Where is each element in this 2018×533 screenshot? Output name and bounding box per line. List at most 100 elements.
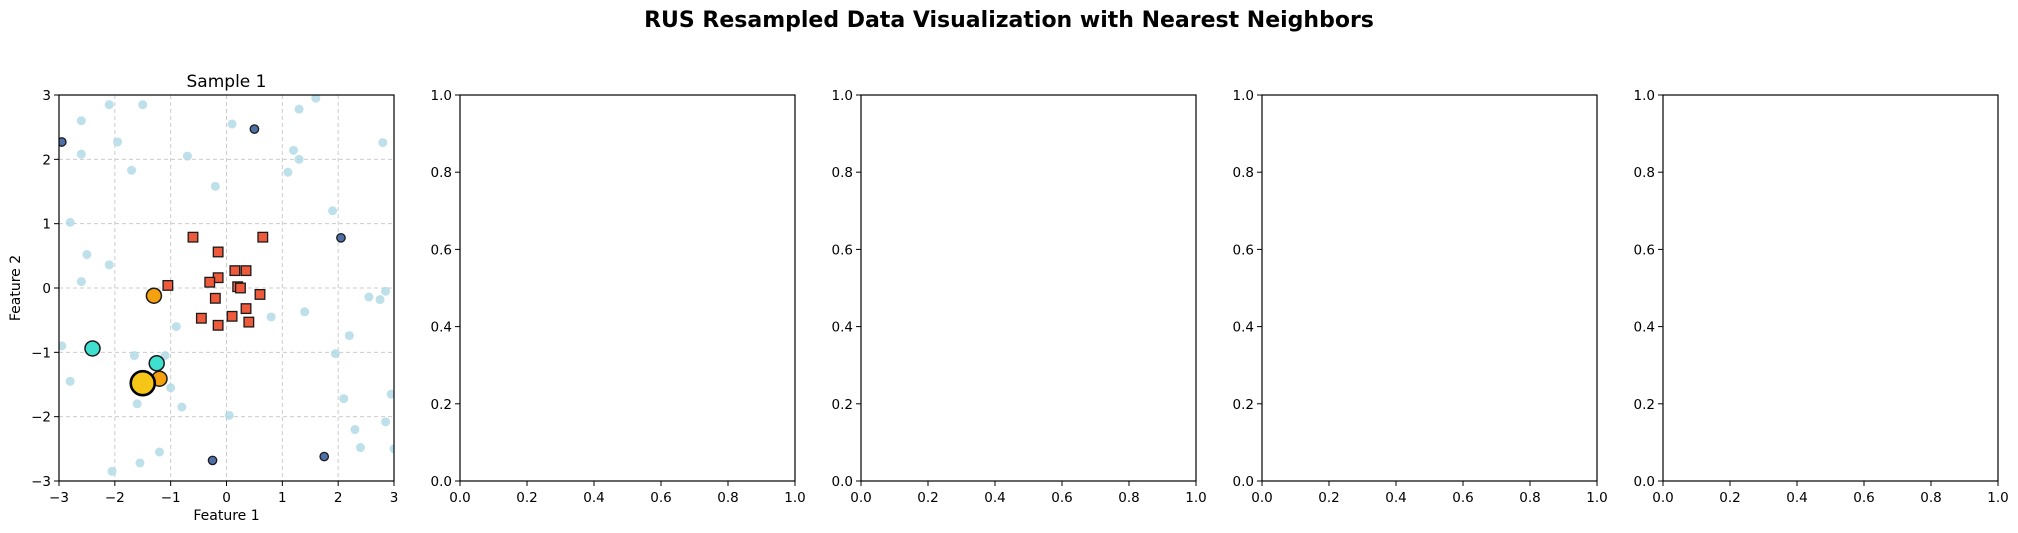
x-tick-label: 2: [334, 490, 343, 506]
minority-point: [254, 288, 266, 300]
highlight-point: [84, 340, 101, 357]
background-point: [381, 417, 391, 427]
minority-point: [212, 246, 224, 258]
figure-title: RUS Resampled Data Visualization with Ne…: [644, 8, 1374, 33]
y-tick-label: 1: [42, 217, 51, 233]
y-tick-label: 1.0: [1634, 88, 1655, 104]
minority-point: [229, 265, 241, 277]
neighbors-point: [145, 287, 163, 304]
background-point: [76, 149, 86, 159]
background-point: [381, 286, 391, 296]
background-point: [138, 100, 148, 110]
x-tick-label: 0.0: [1652, 490, 1673, 506]
subplot-grid: −3 −2 −1 0 1 2 3 −3 −2 −1 0 1 2 3 Sample 1 Feature 1 Fea…: [8, 72, 2009, 524]
background-point: [344, 331, 354, 341]
background-point: [227, 119, 237, 129]
background-point: [330, 349, 340, 359]
background-point: [266, 312, 276, 322]
background-point: [177, 402, 187, 412]
x-tick-label: 0.2: [1719, 490, 1740, 506]
x-tick-label: 0: [222, 490, 231, 506]
minority-point: [209, 292, 221, 304]
x-tick-label: −1: [161, 490, 181, 506]
background-point: [294, 154, 304, 164]
minority-point: [212, 319, 224, 331]
background-point: [132, 399, 142, 409]
background-point: [127, 165, 137, 175]
y-tick-label: 0.2: [431, 397, 452, 413]
y-tick-label: 0.0: [431, 474, 452, 490]
minority-point: [240, 265, 252, 277]
subplot-2: 0.0 0.2 0.4 0.6 0.8 1.0 0.0 0.2 0.4 0.6 0.8 1.0: [431, 88, 806, 506]
x-tick-label: 0.2: [917, 490, 938, 506]
background-point: [210, 181, 220, 191]
background-point: [166, 383, 176, 393]
axes-frame: [860, 94, 1197, 482]
y-tick-label: 0.6: [1634, 242, 1655, 258]
y-tick-label: 0.8: [1233, 165, 1254, 181]
x-tick-label: 1.0: [1586, 490, 1607, 506]
y-tick-label: 3: [42, 88, 51, 104]
grid-lines: [59, 95, 394, 481]
y-tick-label: 0.6: [431, 242, 452, 258]
x-tick-label: 0.6: [1853, 490, 1874, 506]
subplot-title: Sample 1: [187, 72, 267, 92]
background-point: [129, 351, 139, 361]
x-tick-label: 0.8: [1118, 490, 1139, 506]
background-point: [155, 447, 164, 457]
minority-point: [187, 231, 199, 243]
x-tick-label: 0.6: [1051, 490, 1072, 506]
background-point: [356, 443, 365, 453]
minority-point: [226, 310, 238, 322]
background-point: [300, 307, 310, 317]
y-tick-label: 0.4: [1634, 320, 1655, 336]
background-point: [82, 250, 92, 260]
x-tick-label: 0.0: [1251, 490, 1272, 506]
x-tick-label: 0.2: [1318, 490, 1339, 506]
x-tick-label: 1: [278, 490, 287, 506]
subplot-3: 0.0 0.2 0.4 0.6 0.8 1.0 0.0 0.2 0.4 0.6 0.8 1.0: [832, 88, 1207, 506]
x-tick-label: 0.2: [516, 490, 537, 506]
y-tick-label: 1.0: [431, 88, 452, 104]
background-point: [364, 292, 374, 302]
y-axis-label: Feature 2: [8, 255, 24, 321]
minority-point: [243, 316, 255, 328]
y-tick-label: 0: [42, 281, 51, 297]
background-point: [375, 295, 385, 305]
majority-point: [59, 137, 67, 147]
background-point: [76, 116, 86, 126]
background-point: [389, 444, 394, 454]
x-tick-label: 0.8: [1519, 490, 1540, 506]
x-tick-label: 1.0: [784, 490, 805, 506]
x-tick-label: 0.4: [984, 490, 1005, 506]
y-tick-label: 0.6: [832, 242, 853, 258]
y-tick-label: −1: [31, 345, 51, 361]
background-point: [65, 217, 75, 227]
background-point: [311, 95, 321, 103]
minority-point: [235, 282, 246, 294]
x-tick-label: 0.0: [850, 490, 871, 506]
x-tick-label: 0.8: [717, 490, 738, 506]
minority-point: [257, 231, 269, 243]
subplot-4: 0.0 0.2 0.4 0.6 0.8 1.0 0.0 0.2 0.4 0.6 0.8 1.0: [1233, 88, 1608, 506]
background-point: [328, 206, 338, 216]
background-point: [171, 322, 181, 332]
y-tick-label: 0.4: [1233, 320, 1254, 336]
background-point: [76, 277, 86, 287]
x-tick-label: 0.4: [1786, 490, 1807, 506]
background-point: [104, 260, 114, 270]
background-point: [289, 145, 298, 155]
minority-point: [162, 279, 174, 291]
background-point: [59, 341, 67, 351]
axes-frame: [1662, 94, 1999, 482]
x-tick-label: 1.0: [1987, 490, 2008, 506]
subplot-1: −3 −2 −1 0 1 2 3 −3 −2 −1 0 1 2 3 Sample 1 Feature 1 Fea…: [8, 72, 398, 524]
y-tick-label: 0.2: [832, 397, 853, 413]
y-tick-label: 1.0: [1233, 88, 1254, 104]
background-point: [294, 104, 304, 114]
y-tick-label: 0.8: [1634, 165, 1655, 181]
x-tick-label: −3: [49, 490, 69, 506]
y-tick-label: 0.8: [431, 165, 452, 181]
y-tick-label: 2: [42, 152, 51, 168]
